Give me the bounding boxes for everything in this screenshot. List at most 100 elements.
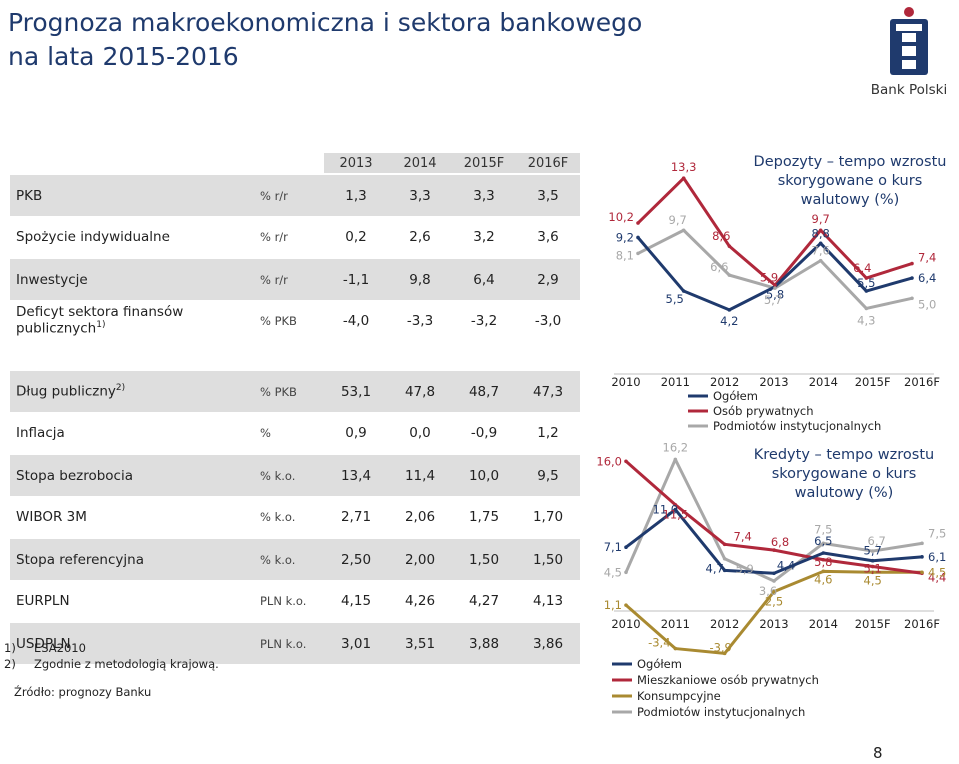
data-point	[673, 457, 678, 462]
data-label: 16,2	[663, 440, 689, 454]
row-label-text: Spożycie indywidualne	[16, 228, 170, 245]
data-point	[624, 603, 628, 607]
row-unit: % r/r	[260, 229, 288, 244]
data-point	[722, 542, 727, 547]
data-point	[821, 569, 826, 574]
data-label: 13,3	[671, 160, 697, 174]
table-header-row: 2013 2014 2015F 2016F	[10, 153, 580, 174]
title-line-1: Prognoza makroekonomiczna i sektora bank…	[8, 8, 643, 37]
table-row: Dług publiczny2)% PKB 53,1 47,8 48,7 47,3	[10, 369, 580, 412]
data-label: 5,0	[918, 297, 936, 311]
row-value: 1,2	[537, 424, 559, 441]
data-point	[624, 545, 628, 550]
data-label: 5,9	[760, 270, 778, 284]
data-label: -3,4	[648, 636, 670, 650]
chart-title-line: Depozyty – tempo wzrostu	[754, 154, 947, 170]
data-point	[727, 273, 732, 277]
footnote-number: 1)	[4, 641, 16, 655]
data-point	[727, 308, 732, 312]
data-label: 4,4	[777, 558, 795, 572]
row-unit: % k.o.	[260, 537, 324, 580]
data-point	[681, 289, 686, 293]
row-value: 2,71	[340, 508, 372, 525]
data-label: 9,7	[812, 212, 830, 226]
row-value: 47,3	[516, 369, 580, 412]
row-value: 2,9	[516, 257, 580, 300]
data-point	[910, 261, 914, 266]
data-label: 7,4	[734, 529, 752, 543]
data-point	[870, 564, 875, 569]
year-header: 2013	[324, 153, 388, 174]
table-row: Deficyt sektora finansów publicznych1)% …	[10, 300, 580, 341]
row-unit: PLN k.o.	[260, 621, 324, 664]
data-label: 4,2	[720, 314, 738, 328]
x-tick-label: 2016F	[904, 617, 940, 631]
page-title: Prognoza makroekonomiczna i sektora bank…	[8, 6, 642, 74]
row-value: 3,3	[388, 173, 452, 216]
chart-title-line: Kredyty – tempo wzrostu	[754, 447, 934, 463]
row-value: 3,51	[388, 621, 452, 664]
data-point	[821, 551, 826, 555]
row-value: 2,6	[409, 228, 431, 245]
data-label: 11,0	[653, 503, 679, 517]
data-label: 8,8	[812, 226, 830, 240]
data-point	[681, 176, 686, 180]
row-label: WIBOR 3M	[10, 496, 260, 538]
row-label-text: Stopa referencyjna	[16, 551, 144, 568]
data-point	[772, 571, 776, 576]
x-tick-label: 2013	[759, 375, 788, 389]
table-row: EURPLN PLN k.o. 4,15 4,26 4,27 4,13	[10, 580, 580, 622]
row-unit: % PKB	[260, 313, 297, 328]
data-point	[818, 228, 823, 233]
row-value: 3,86	[516, 621, 580, 664]
brand-logo: Bank Polski	[868, 6, 950, 102]
table-row: Stopa bezrobocia % k.o. 13,4 11,4 10,0 9,5	[10, 453, 580, 496]
legend-label: Podmiotów instytucjonalnych	[713, 419, 881, 433]
x-tick-label: 2016F	[904, 375, 940, 389]
data-label: 7,6	[812, 244, 830, 258]
row-label-text: Dług publiczny	[16, 383, 116, 400]
data-point	[821, 557, 826, 562]
row-value: 1,50	[452, 537, 516, 580]
x-tick-label: 2012	[710, 375, 739, 389]
row-value: 9,5	[516, 453, 580, 496]
data-label: 6,5	[814, 534, 832, 548]
data-point	[636, 235, 640, 240]
data-label: 4,7	[706, 561, 724, 575]
row-value: 3,3	[452, 173, 516, 216]
row-value: 0,0	[409, 424, 431, 441]
data-point	[624, 459, 628, 464]
row-value: 4,27	[468, 592, 500, 609]
header-blank	[10, 153, 260, 174]
data-point	[624, 570, 628, 575]
row-value: 47,8	[388, 369, 452, 412]
row-unit: % k.o.	[260, 453, 324, 496]
data-point	[870, 558, 875, 563]
row-value: -3,3	[406, 312, 434, 329]
data-point	[864, 306, 869, 311]
page-number: 8	[873, 744, 883, 762]
credits-chart: 2010 2011 2012 2013 2014 2015F 2016F 2010 2011 20…	[596, 373, 946, 719]
row-label: Stopa bezrobocia	[10, 453, 260, 496]
data-label: 4,3	[857, 313, 875, 327]
table-row: Stopa referencyjna% k.o. 2,50 2,00 1,50 1,50	[10, 537, 580, 580]
x-tick-label: 2013	[759, 617, 788, 631]
row-label: PKB	[10, 173, 260, 216]
data-label: 7,1	[604, 540, 622, 554]
row-unit: % PKB	[260, 369, 324, 412]
row-value: 3,6	[537, 228, 559, 245]
data-point	[920, 541, 924, 546]
row-label-text: Stopa bezrobocia	[16, 467, 134, 484]
row-value: 4,15	[340, 592, 372, 609]
row-unit: %	[260, 425, 271, 440]
table-gap	[10, 341, 580, 370]
footnote-ref: 2)	[115, 383, 126, 394]
source-note: Źródło: prognozy Banku	[14, 685, 152, 699]
data-label: 7,5	[928, 526, 946, 540]
legend-label: Ogółem	[713, 389, 758, 403]
chart-title-line: walutowy (%)	[795, 485, 894, 501]
data-label: 5,1	[864, 562, 882, 576]
row-unit: % k.o.	[260, 509, 296, 524]
data-point	[910, 276, 914, 280]
data-label: 5,8	[814, 555, 832, 569]
